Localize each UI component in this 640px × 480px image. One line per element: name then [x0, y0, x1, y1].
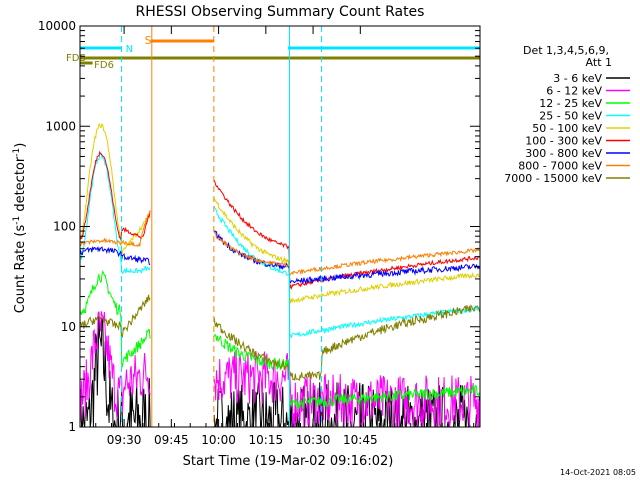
y-tick-label: 10 [61, 320, 76, 334]
ticks-layer: 09:30 09:45 10:00 10:15 10:30 10:45 1 10 100 1000… [38, 19, 480, 447]
series-line-6 [213, 230, 480, 285]
y-axis-label: Count Rate (s-1 detector-1) [12, 143, 28, 314]
y-axis-label-sup1: -1 [12, 216, 22, 225]
legend-title: Det 1,3,4,5,6,9, [523, 44, 609, 57]
y-axis-label-part3: ) [13, 143, 28, 148]
y-axis-label-part1: Count Rate (s [13, 225, 28, 314]
series-line-4 [213, 197, 480, 304]
chart-title: RHESSI Observing Summary Count Rates [136, 4, 425, 20]
series-line-2 [213, 333, 480, 410]
series-line-6 [79, 245, 151, 265]
legend-label: 50 - 100 keV [532, 122, 602, 135]
series-line-4 [79, 123, 151, 255]
fds-flag-label: FDS [66, 53, 86, 64]
legend-label: 25 - 50 keV [539, 110, 602, 123]
series-line-1 [79, 310, 151, 421]
y-tick-label: 1 [68, 420, 76, 434]
fd6-flag-label: FD6 [94, 60, 114, 71]
series-line-8 [79, 294, 151, 338]
legend-label: 7000 - 15000 keV [504, 172, 602, 185]
series-line-7 [79, 211, 151, 248]
series-line-5 [79, 150, 151, 241]
x-tick-label: 09:45 [154, 433, 189, 447]
series-line-2 [79, 270, 151, 368]
y-axis-label-sup2: -1 [12, 148, 22, 157]
series-line-3 [79, 152, 151, 275]
legend-label: 300 - 800 keV [525, 147, 602, 160]
x-tick-label: 10:45 [343, 433, 378, 447]
x-tick-label: 09:30 [107, 433, 142, 447]
series-line-7 [213, 231, 480, 278]
series-layer [79, 123, 480, 428]
legend-label: 100 - 300 keV [525, 135, 602, 148]
legend-label: 12 - 25 keV [539, 97, 602, 110]
y-axis-label-part2: detector [13, 156, 28, 216]
legend-label: 3 - 6 keV [553, 72, 602, 85]
x-axis-label: Start Time (19-Mar-02 09:16:02) [183, 454, 394, 469]
legend-subtitle: Att 1 [586, 56, 612, 69]
x-tick-label: 10:30 [296, 433, 331, 447]
night-flag-label: N [126, 44, 133, 55]
series-line-0 [79, 316, 151, 428]
timestamp: 14-Oct-2021 08:05 [560, 468, 636, 477]
x-tick-label: 10:00 [201, 433, 236, 447]
legend-label: 800 - 7000 keV [518, 160, 602, 173]
x-tick-label: 10:15 [249, 433, 284, 447]
saa-flag-label: S [145, 34, 152, 47]
y-tick-label: 10000 [38, 19, 76, 33]
series-line-8 [213, 304, 480, 382]
y-tick-label: 1000 [45, 119, 76, 133]
legend-label: 6 - 12 keV [546, 85, 602, 98]
y-tick-label: 100 [53, 220, 76, 234]
series-line-1 [213, 350, 480, 428]
